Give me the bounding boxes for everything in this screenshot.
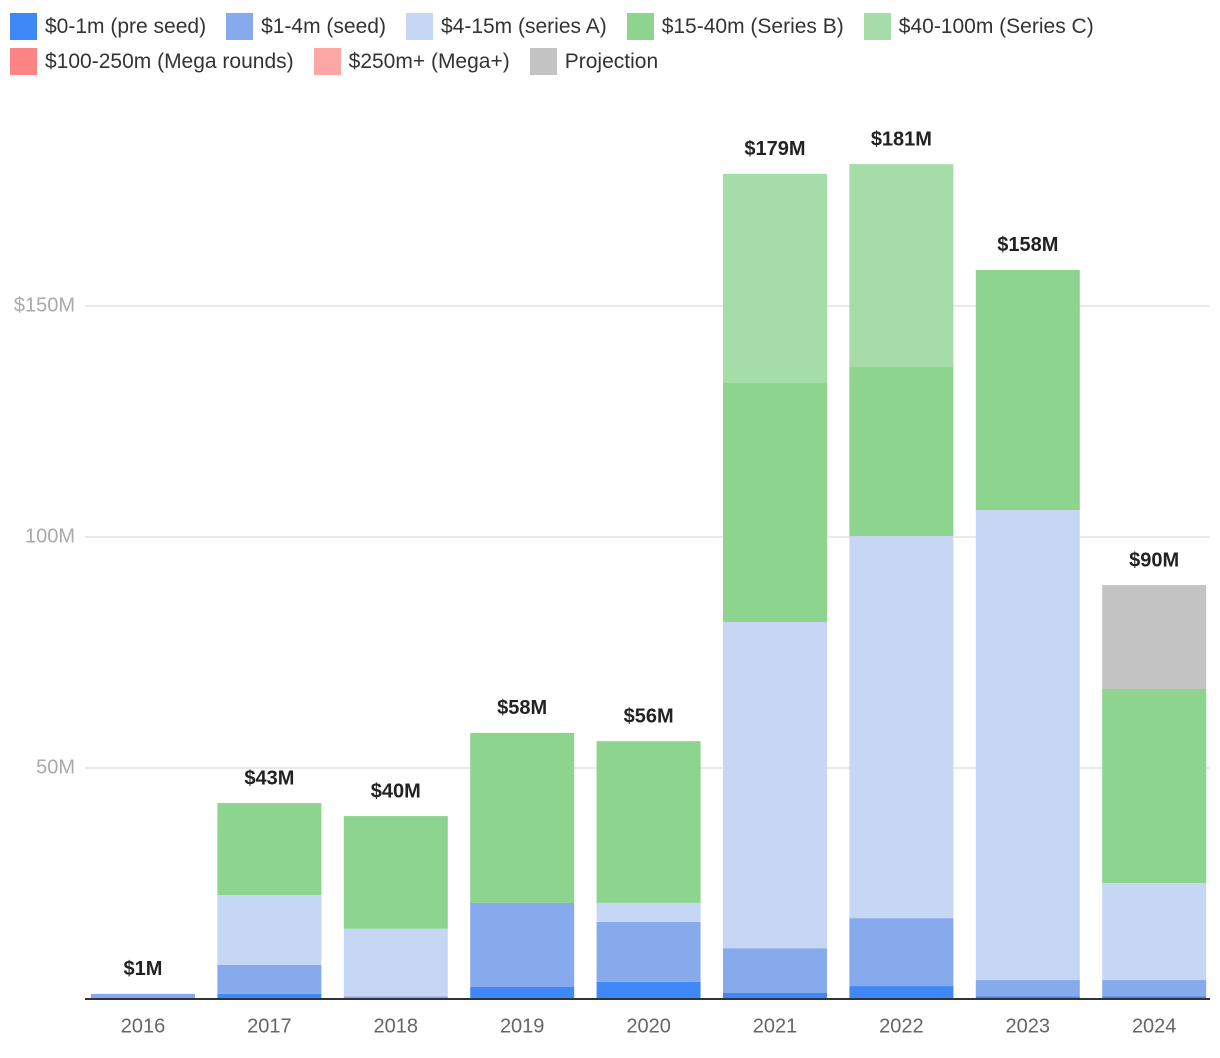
bar-segment <box>975 510 1080 981</box>
bar-segment <box>596 741 701 903</box>
bar-segment <box>849 366 954 537</box>
legend: $0-1m (pre seed) $1-4m (seed) $4-15m (seri… <box>10 12 1150 76</box>
legend-item: $100-250m (Mega rounds) <box>10 47 294 76</box>
total-label: $179M <box>744 138 805 160</box>
x-tick-label: 2022 <box>879 1015 924 1037</box>
x-tick-label: 2019 <box>500 1015 545 1037</box>
bar-segment <box>343 816 448 929</box>
bar-segment <box>217 895 322 965</box>
bar-segment <box>1102 688 1207 884</box>
legend-swatch <box>626 13 654 40</box>
bar-segment <box>1102 996 1207 999</box>
legend-swatch <box>313 48 341 75</box>
bar-segment <box>596 981 701 999</box>
legend-label: Projection <box>564 49 659 73</box>
legend-swatch <box>226 13 254 40</box>
legend-swatch <box>10 48 37 75</box>
bar-segment <box>217 964 322 994</box>
legend-label: $15-40m (Series B) <box>661 14 844 38</box>
legend-swatch <box>10 13 37 40</box>
total-label: $181M <box>871 128 932 150</box>
bar-segment <box>470 986 575 999</box>
bar-segment <box>470 902 575 987</box>
x-tick-label: 2017 <box>247 1015 292 1037</box>
bar-segment <box>849 536 954 919</box>
bar-segment <box>217 993 322 999</box>
legend-item: $40-100m (Series C) <box>863 12 1094 41</box>
total-label: $56M <box>624 705 674 727</box>
bar-segment <box>343 996 448 999</box>
legend-label: $40-100m (Series C) <box>898 14 1094 38</box>
x-tick-label: 2016 <box>121 1015 166 1037</box>
total-label: $1M <box>124 958 163 980</box>
bar-segment <box>343 928 448 997</box>
total-label: $90M <box>1129 549 1179 571</box>
legend-item: $15-40m (Series B) <box>626 12 844 41</box>
bar-segment <box>723 948 827 993</box>
total-label: $43M <box>244 767 294 789</box>
bar-segment <box>470 732 575 903</box>
bar-segment <box>849 164 954 367</box>
legend-item: Projection <box>529 47 659 76</box>
total-label: $40M <box>371 780 421 802</box>
total-label: $158M <box>997 234 1058 256</box>
bar-segment <box>849 986 954 999</box>
legend-swatch <box>863 13 891 40</box>
bar-segment <box>723 622 827 949</box>
y-tick-label: 100M <box>25 525 75 547</box>
x-tick-label: 2024 <box>1132 1015 1177 1037</box>
bar-segment <box>975 269 1080 511</box>
bar-segment <box>1102 585 1207 689</box>
x-tick-label: 2018 <box>374 1015 419 1037</box>
y-tick-label: 50M <box>36 756 75 778</box>
legend-item: $250m+ (Mega+) <box>313 47 510 76</box>
legend-item: $1-4m (seed) <box>226 12 386 41</box>
bar-segment <box>596 921 701 982</box>
legend-item: $4-15m (series A) <box>405 12 607 41</box>
bar-segment <box>723 992 827 999</box>
legend-label: $4-15m (series A) <box>440 14 607 38</box>
legend-item: $0-1m (pre seed) <box>10 12 206 41</box>
legend-label: $250m+ (Mega+) <box>348 49 510 73</box>
legend-swatch <box>405 13 433 40</box>
bar-segment <box>217 803 322 896</box>
legend-label: $100-250m (Mega rounds) <box>45 49 294 73</box>
legend-label: $1-4m (seed) <box>261 14 386 38</box>
bar-segment <box>91 993 195 999</box>
bar-segment <box>1102 980 1207 997</box>
x-tick-label: 2020 <box>626 1015 671 1037</box>
bar-segment <box>975 996 1080 999</box>
bar-segment <box>723 382 827 623</box>
bar-segment <box>849 918 954 987</box>
x-tick-label: 2023 <box>1006 1015 1051 1037</box>
legend-label: $0-1m (pre seed) <box>45 14 207 38</box>
bar-segment <box>1102 883 1207 981</box>
bar-segment <box>596 902 701 922</box>
bar-segment <box>723 173 827 383</box>
y-tick-label: $150M <box>14 294 75 316</box>
bar-segment <box>975 980 1080 997</box>
x-tick-label: 2021 <box>753 1015 798 1037</box>
legend-swatch <box>529 48 557 75</box>
total-label: $58M <box>497 697 547 719</box>
